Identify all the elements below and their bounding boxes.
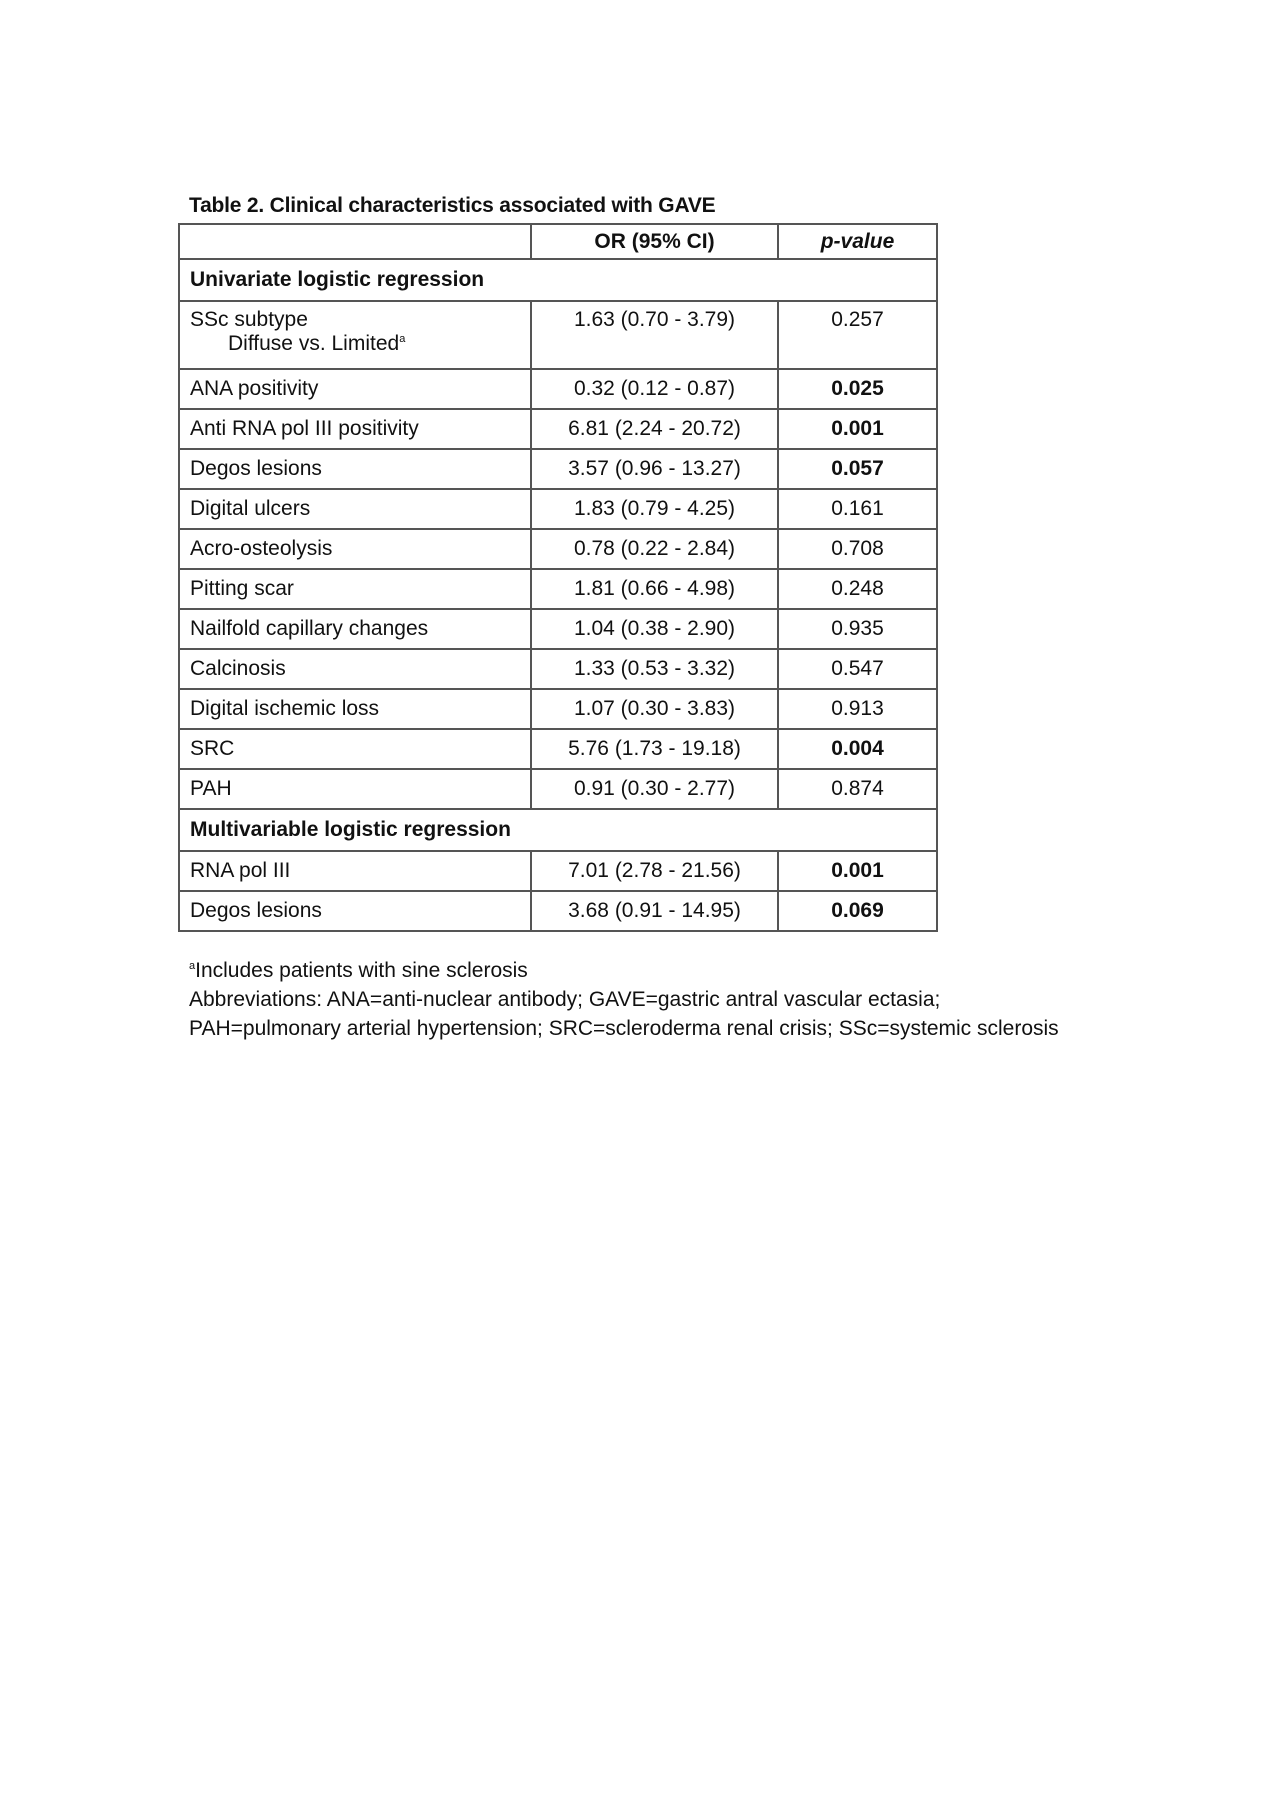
row-name: Acro-osteolysis xyxy=(190,537,333,560)
section-label: Multivariable logistic regression xyxy=(178,808,938,852)
cell-variable: PAH xyxy=(178,768,532,810)
results-table: OR (95% CI) p-value Univariate logistic … xyxy=(178,223,938,932)
cell-p: 0.547 xyxy=(777,648,938,690)
cell-p: 0.025 xyxy=(777,368,938,410)
cell-variable: Degos lesions xyxy=(178,448,532,490)
cell-variable: Acro-osteolysis xyxy=(178,528,532,570)
cell-variable: Pitting scar xyxy=(178,568,532,610)
section-header: Univariate logistic regression xyxy=(178,258,938,302)
cell-or: 0.78 (0.22 - 2.84) xyxy=(530,528,779,570)
table-row: Pitting scar 1.81 (0.66 - 4.98) 0.248 xyxy=(178,568,938,610)
row-name: Degos lesions xyxy=(190,899,322,922)
table-row: Degos lesions 3.68 (0.91 - 14.95) 0.069 xyxy=(178,890,938,932)
row-name: SSc subtype xyxy=(190,308,308,331)
table-row: Digital ischemic loss 1.07 (0.30 - 3.83)… xyxy=(178,688,938,730)
cell-p: 0.161 xyxy=(777,488,938,530)
cell-variable: Calcinosis xyxy=(178,648,532,690)
row-name: RNA pol III xyxy=(190,859,291,882)
table-row: RNA pol III 7.01 (2.78 - 21.56) 0.001 xyxy=(178,850,938,892)
cell-or: 1.07 (0.30 - 3.83) xyxy=(530,688,779,730)
table-row: Acro-osteolysis 0.78 (0.22 - 2.84) 0.708 xyxy=(178,528,938,570)
row-name: Calcinosis xyxy=(190,657,286,680)
table-row: Calcinosis 1.33 (0.53 - 3.32) 0.547 xyxy=(178,648,938,690)
cell-or: 3.68 (0.91 - 14.95) xyxy=(530,890,779,932)
row-name: Digital ischemic loss xyxy=(190,697,380,720)
table-row: Nailfold capillary changes 1.04 (0.38 - … xyxy=(178,608,938,650)
row-subname: Diffuse vs. Limiteda xyxy=(190,332,520,356)
cell-or: 0.32 (0.12 - 0.87) xyxy=(530,368,779,410)
cell-or: 1.63 (0.70 - 3.79) xyxy=(530,300,779,370)
table-row: ANA positivity 0.32 (0.12 - 0.87) 0.025 xyxy=(178,368,938,410)
abbreviations: Abbreviations: ANA=anti-nuclear antibody… xyxy=(189,988,1059,1040)
row-name: SRC xyxy=(190,737,235,760)
row-name: Pitting scar xyxy=(190,577,294,600)
footnote-text: Includes patients with sine sclerosis xyxy=(195,959,528,982)
cell-or: 1.33 (0.53 - 3.32) xyxy=(530,648,779,690)
cell-p: 0.913 xyxy=(777,688,938,730)
section-header: Multivariable logistic regression xyxy=(178,808,938,852)
table-header: OR (95% CI) p-value xyxy=(178,223,938,260)
cell-variable: Digital ischemic loss xyxy=(178,688,532,730)
footnote-a: aIncludes patients with sine sclerosis xyxy=(189,952,1089,985)
section-label: Univariate logistic regression xyxy=(178,258,938,302)
row-name: ANA positivity xyxy=(190,377,319,400)
table-row: Digital ulcers 1.83 (0.79 - 4.25) 0.161 xyxy=(178,488,938,530)
cell-p: 0.874 xyxy=(777,768,938,810)
cell-p: 0.001 xyxy=(777,408,938,450)
subname-text: Diffuse vs. Limited xyxy=(228,332,400,355)
cell-p: 0.257 xyxy=(777,300,938,370)
cell-or: 1.04 (0.38 - 2.90) xyxy=(530,608,779,650)
footnote-marker: a xyxy=(189,960,196,972)
table-row: Degos lesions 3.57 (0.96 - 13.27) 0.057 xyxy=(178,448,938,490)
cell-or: 0.91 (0.30 - 2.77) xyxy=(530,768,779,810)
cell-variable: RNA pol III xyxy=(178,850,532,892)
table-row: SSc subtype Diffuse vs. Limiteda 1.63 (0.… xyxy=(178,300,938,370)
cell-or: 1.81 (0.66 - 4.98) xyxy=(530,568,779,610)
cell-variable: Degos lesions xyxy=(178,890,532,932)
table-row: Anti RNA pol III positivity 6.81 (2.24 -… xyxy=(178,408,938,450)
row-name: Anti RNA pol III positivity xyxy=(190,417,419,440)
cell-p: 0.001 xyxy=(777,850,938,892)
footnote-marker: a xyxy=(399,333,406,345)
cell-p: 0.248 xyxy=(777,568,938,610)
cell-or: 3.57 (0.96 - 13.27) xyxy=(530,448,779,490)
cell-variable: Nailfold capillary changes xyxy=(178,608,532,650)
cell-p: 0.057 xyxy=(777,448,938,490)
table-row: SRC 5.76 (1.73 - 19.18) 0.004 xyxy=(178,728,938,770)
row-name: Digital ulcers xyxy=(190,497,311,520)
cell-variable: Anti RNA pol III positivity xyxy=(178,408,532,450)
row-name: PAH xyxy=(190,777,232,800)
footnotes: aIncludes patients with sine sclerosis A… xyxy=(189,952,1089,1043)
header-or: OR (95% CI) xyxy=(530,223,779,260)
cell-p: 0.935 xyxy=(777,608,938,650)
header-blank xyxy=(178,223,532,260)
header-p: p-value xyxy=(777,223,938,260)
table-row: PAH 0.91 (0.30 - 2.77) 0.874 xyxy=(178,768,938,810)
cell-p: 0.069 xyxy=(777,890,938,932)
cell-variable: SSc subtype Diffuse vs. Limiteda xyxy=(178,300,532,370)
cell-variable: Digital ulcers xyxy=(178,488,532,530)
cell-p: 0.004 xyxy=(777,728,938,770)
table-title: Table 2. Clinical characteristics associ… xyxy=(189,194,716,217)
cell-or: 7.01 (2.78 - 21.56) xyxy=(530,850,779,892)
row-name: Degos lesions xyxy=(190,457,322,480)
cell-variable: ANA positivity xyxy=(178,368,532,410)
cell-or: 6.81 (2.24 - 20.72) xyxy=(530,408,779,450)
cell-p: 0.708 xyxy=(777,528,938,570)
cell-variable: SRC xyxy=(178,728,532,770)
cell-or: 1.83 (0.79 - 4.25) xyxy=(530,488,779,530)
row-name: Nailfold capillary changes xyxy=(190,617,429,640)
cell-or: 5.76 (1.73 - 19.18) xyxy=(530,728,779,770)
